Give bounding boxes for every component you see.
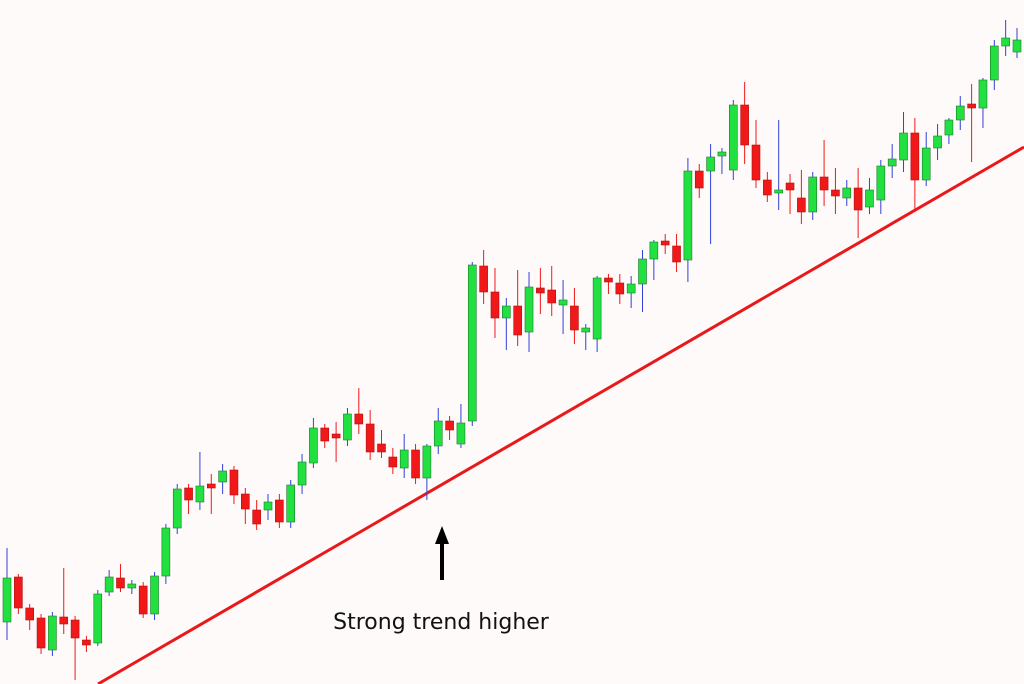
candle-body [853, 187, 863, 211]
candle-body [819, 176, 829, 191]
candle-body [116, 577, 125, 589]
candle-body [263, 501, 273, 511]
candle-body [536, 287, 545, 294]
candle-body [604, 277, 613, 283]
candle-body [1001, 37, 1010, 47]
candle-body [25, 607, 34, 621]
candle-body [184, 487, 193, 501]
candle-body [513, 305, 522, 336]
candle-body [921, 147, 931, 181]
candle-body [354, 413, 364, 425]
candle-body [649, 241, 659, 260]
candle-body [808, 176, 818, 213]
candle-body [399, 449, 409, 469]
candle-body [59, 616, 69, 625]
annotation: Strong trend higher [333, 610, 550, 635]
candle-body [876, 165, 886, 201]
candle-body [275, 499, 284, 523]
trend-line [97, 145, 1024, 684]
candle-body [320, 427, 330, 442]
candle-body [899, 132, 908, 161]
candle-body [615, 282, 625, 295]
candle-body [172, 488, 182, 529]
candle-body [865, 189, 874, 208]
candle-body [842, 187, 852, 199]
candle-body [36, 617, 46, 649]
candle-body [967, 103, 976, 109]
candle-body [14, 576, 23, 609]
candle-body [581, 327, 591, 333]
candle-body [48, 615, 57, 651]
candle-body [717, 151, 727, 157]
candle-body [365, 423, 375, 453]
candle-body [502, 305, 511, 319]
candle-body [990, 45, 999, 81]
candle-body [547, 289, 557, 304]
candle-body [70, 619, 80, 639]
candle-body [933, 135, 942, 149]
candle-body [978, 79, 988, 109]
candle-body [82, 639, 91, 646]
candle-body [195, 485, 205, 503]
candle-body [955, 105, 965, 121]
candle-body [433, 420, 443, 447]
candle-body [218, 470, 227, 483]
candle-body [127, 583, 137, 589]
candle-body [740, 104, 749, 146]
candle-body [660, 240, 670, 246]
candle-body [751, 144, 761, 181]
candle-body [694, 170, 704, 189]
candle-body [479, 265, 488, 293]
candle-body [683, 170, 693, 261]
candle-body [2, 577, 12, 623]
arrow-head [435, 526, 449, 544]
candle-body [797, 197, 806, 213]
candle-body [422, 445, 432, 479]
candle-body [626, 283, 636, 294]
candle-body [728, 104, 738, 171]
candle-body [910, 132, 920, 181]
candle-body [411, 449, 420, 479]
candle-body [331, 433, 341, 439]
candle-body [490, 291, 500, 319]
candle-body [104, 576, 114, 593]
candle-body [161, 527, 171, 577]
candle-body [388, 456, 398, 468]
candle-body [763, 179, 772, 196]
candle-body [297, 461, 307, 486]
candles [2, 20, 1022, 680]
candle-body [524, 286, 534, 333]
candle-body [445, 420, 454, 431]
candle-body [831, 189, 840, 197]
candle-body [229, 469, 239, 496]
candle-body [944, 119, 954, 136]
candle-body [286, 484, 296, 523]
candle-body [785, 182, 795, 191]
candle-body [456, 422, 466, 445]
candle-body [887, 158, 897, 167]
candle-body [377, 443, 386, 453]
candle-body [774, 189, 783, 194]
candle-body [592, 277, 602, 340]
candle-body [252, 509, 261, 525]
candle-body [672, 245, 681, 263]
candle-body [343, 413, 352, 441]
candle-body [558, 299, 568, 306]
candle-body [150, 575, 159, 615]
candle-body [638, 258, 647, 285]
candle-body [467, 264, 477, 422]
candle-body [706, 156, 715, 172]
candle-body [570, 305, 579, 331]
candle-body [309, 427, 318, 464]
candle-body [241, 493, 250, 510]
candle-body [1012, 39, 1022, 53]
candle-body [93, 593, 103, 644]
candle-body [138, 585, 148, 615]
candle-body [206, 483, 216, 489]
